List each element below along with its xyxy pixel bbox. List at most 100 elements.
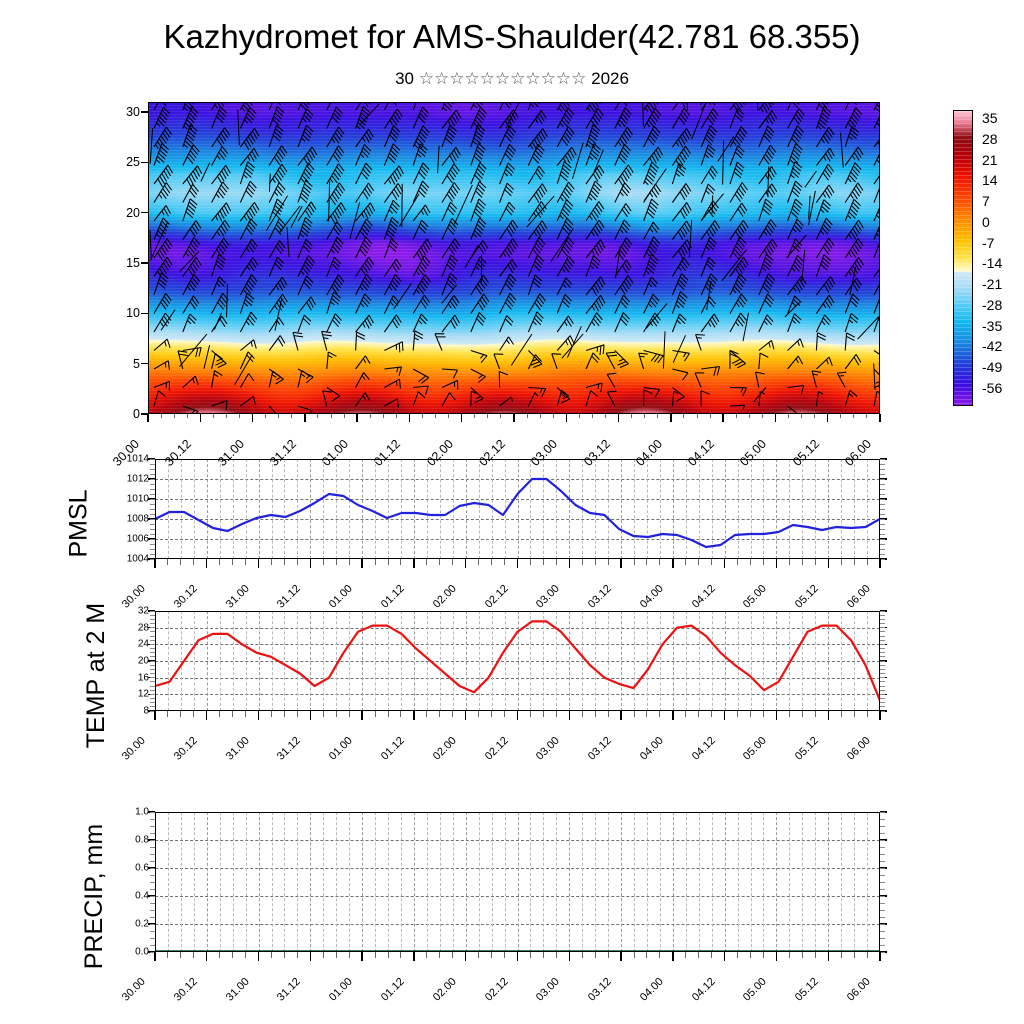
pmsl-y-tick-1012: 1012 (126, 473, 149, 485)
precip-gridv-53 (841, 812, 843, 952)
cross-y-tick-20: 20 (126, 205, 140, 220)
temp2m-x-tick-43 (711, 711, 713, 717)
temp2m-y-minor-24 (150, 610, 155, 612)
pmsl-y-minor-13 (150, 493, 155, 495)
precip-x-tick-44 (723, 952, 726, 961)
temp2m-x-tick-34 (594, 711, 596, 717)
colorbar-tick-35: 35 (982, 110, 998, 126)
pmsl-y-minor-right-4 (880, 538, 885, 540)
pmsl-y-minor-18 (150, 468, 155, 470)
temp2m-x-tick-18 (387, 711, 389, 717)
colorbar-tick-minus35: -35 (982, 317, 1003, 334)
temp2m-series (155, 620, 880, 702)
pmsl-plot (155, 459, 880, 559)
temp2m-line (155, 620, 880, 702)
pmsl-gridv-28 (517, 459, 519, 559)
temp2m-gridv-5 (219, 611, 221, 711)
pmsl-gridv-2 (180, 459, 182, 559)
pmsl-y-tick-1004: 1004 (126, 553, 149, 565)
precip-x-tick-0 (154, 952, 156, 961)
pmsl-x-tick-56 (879, 559, 881, 568)
cross-y-tickmark-30 (141, 111, 148, 113)
pmsl-gridv-20 (413, 459, 415, 559)
cross-x-minor-37 (631, 414, 633, 418)
precip-y-minor-16 (150, 839, 155, 841)
temp2m-gridv-46 (750, 611, 752, 711)
pmsl-y-minor-right-5 (880, 533, 885, 535)
cross-x-minor-21 (422, 414, 423, 418)
temp2m-gridv-47 (763, 611, 765, 711)
cross-section-frame (148, 102, 880, 414)
pmsl-x-tick-39 (659, 559, 661, 565)
temp2m-gridv-23 (452, 611, 454, 711)
pmsl-y-minor-right-16 (880, 478, 885, 480)
colorbar-tick-7: 7 (982, 193, 990, 210)
cross-x-minor-38 (644, 414, 646, 418)
pmsl-x-tick-20 (413, 559, 415, 568)
pmsl-y-minor-10 (150, 508, 155, 510)
pmsl-x-tick-40 (672, 559, 674, 568)
cross-x-minor-49 (788, 414, 789, 418)
precip-x-tick-54 (853, 952, 855, 958)
pmsl-gridv-12 (310, 459, 312, 559)
precip-y-minor-right-6 (880, 909, 885, 911)
temp2m-y-minor-right-12 (880, 660, 885, 662)
temp2m-y-minor-9 (150, 673, 155, 674)
temp2m-gridv-40 (672, 611, 674, 711)
colorbar-tick-0: 0 (982, 213, 990, 230)
precip-x-label-01.12: 01.12 (378, 975, 407, 1004)
temp2m-x-label-30.00: 30.00 (119, 734, 148, 763)
cross-x-minor-17 (369, 414, 371, 418)
pmsl-gridv-52 (828, 459, 830, 559)
precip-x-tick-55 (866, 952, 868, 958)
precip-x-label-30.00: 30.00 (119, 975, 148, 1004)
temp2m-y-minor-right-20 (880, 627, 885, 629)
precip-y-minor-17 (150, 832, 155, 834)
precip-gridv-13 (323, 812, 325, 952)
precip-y-minor-right-7 (880, 902, 885, 904)
pmsl-x-tick-10 (283, 559, 285, 565)
pmsl-x-tick-6 (232, 559, 234, 565)
cross-x-minor-23 (448, 414, 450, 418)
pmsl-y-minor-right-17 (880, 473, 885, 475)
pmsl-gridv-11 (297, 459, 299, 559)
precip-y-minor-right-5 (880, 916, 885, 918)
precip-gridv-43 (711, 812, 713, 952)
temp2m-gridv-36 (621, 611, 623, 711)
precip-y-minor-2 (150, 937, 155, 939)
precip-x-tick-20 (413, 952, 415, 961)
temp2m-y-tick-20: 20 (137, 655, 149, 667)
pmsl-x-tick-17 (374, 559, 376, 565)
cross-x-minor-5 (212, 414, 214, 418)
cross-x-minor-3 (186, 414, 188, 418)
precip-gridv-46 (750, 812, 752, 952)
precip-x-tick-1 (167, 952, 169, 958)
precip-x-tick-5 (219, 952, 221, 958)
temp2m-gridv-16 (362, 611, 364, 711)
temp2m-x-label-04.00: 04.00 (637, 734, 666, 763)
precip-gridv-52 (828, 812, 830, 952)
cross-x-minor-7 (239, 414, 240, 418)
cross-x-minor-27 (500, 414, 502, 418)
pmsl-gridv-30 (543, 459, 545, 559)
temp2m-y-minor-14 (150, 652, 155, 654)
cross-x-minor-18 (382, 414, 384, 418)
temp2m-y-minor-21 (150, 623, 155, 624)
precip-x-tick-6 (232, 952, 234, 958)
precip-y-tick-0p0: 0.0 (135, 946, 149, 958)
temp2m-x-tick-26 (491, 711, 493, 717)
pmsl-y-minor-20 (150, 458, 155, 460)
temp2m-gridv-42 (698, 611, 700, 711)
precip-x-tick-50 (801, 952, 803, 958)
precip-gridv-42 (698, 812, 700, 952)
pmsl-x-label-03.12: 03.12 (585, 582, 614, 611)
temp2m-x-tick-50 (801, 711, 803, 717)
pmsl-x-tick-53 (840, 559, 842, 565)
pmsl-y-minor-right-11 (880, 503, 885, 505)
precip-gridv-27 (504, 812, 506, 952)
temp2m-y-minor-17 (150, 639, 155, 641)
pmsl-gridv-43 (711, 459, 713, 559)
pmsl-y-minor-9 (150, 513, 155, 515)
pmsl-gridv-16 (362, 459, 364, 559)
pmsl-gridv-9 (271, 459, 273, 559)
